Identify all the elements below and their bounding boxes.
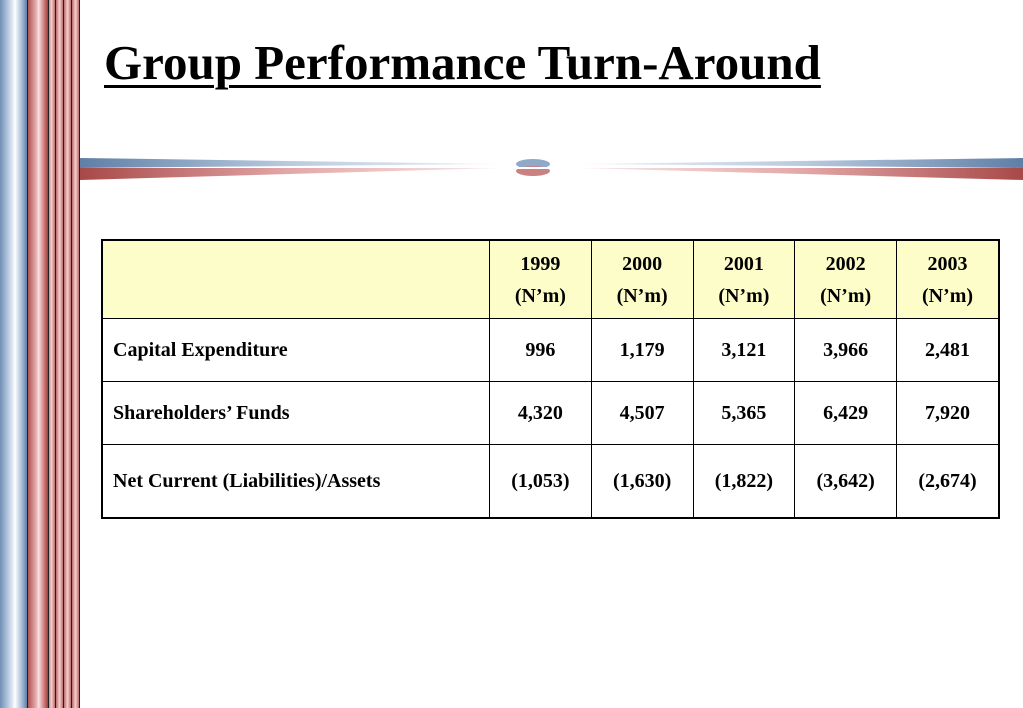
header-year: 2002 (825, 252, 866, 275)
table-cell: 5,365 (692, 381, 796, 445)
header-unit: (N’m) (718, 284, 770, 307)
table-cell: (3,642) (794, 444, 897, 519)
header-unit: (N’m) (616, 284, 668, 307)
header-year: 2001 (723, 252, 764, 275)
stripe-edge (27, 0, 28, 708)
table-cell: (1,053) (489, 444, 592, 519)
header-year: 1999 (520, 252, 561, 275)
thin-stripe (64, 0, 71, 708)
slide-title: Group Performance Turn-Around (104, 35, 821, 90)
thin-stripe (72, 0, 79, 708)
header-unit: (N’m) (514, 284, 566, 307)
table-cell: (2,674) (896, 444, 1000, 519)
red-stripe (27, 0, 48, 708)
header-year-2002: 2002 (N’m) (794, 239, 897, 319)
thin-stripe (48, 0, 55, 708)
left-decorative-stripes (0, 0, 80, 708)
table-row-net-current: Net Current (Liabilities)/Assets (1,053)… (101, 444, 1000, 519)
row-label: Net Current (Liabilities)/Assets (101, 444, 490, 519)
table-header-row: 1999 (N’m) 2000 (N’m) 2001 (N’m) 2002 (N… (101, 239, 1000, 319)
table-row-capital-expenditure: Capital Expenditure 996 1,179 3,121 3,96… (101, 318, 1000, 382)
table-cell: 2,481 (896, 318, 1000, 382)
row-label: Shareholders’ Funds (101, 381, 490, 445)
table-cell: 7,920 (896, 381, 1000, 445)
performance-table: 1999 (N’m) 2000 (N’m) 2001 (N’m) 2002 (N… (101, 239, 1000, 519)
header-blank-cell (101, 239, 490, 319)
table-cell: 6,429 (794, 381, 897, 445)
header-unit: (N’m) (820, 284, 872, 307)
header-unit: (N’m) (921, 284, 974, 307)
table-cell: 996 (489, 318, 592, 382)
table-cell: 1,179 (590, 318, 694, 382)
table-row-shareholders-funds: Shareholders’ Funds 4,320 4,507 5,365 6,… (101, 381, 1000, 445)
stripe-edge (63, 0, 64, 708)
header-year-1999: 1999 (N’m) (489, 239, 592, 319)
header-year-2003: 2003 (N’m) (896, 239, 1000, 319)
stripe-edge (48, 0, 49, 708)
table-cell: (1,630) (590, 444, 694, 519)
stripe-edge (71, 0, 72, 708)
table-cell: 4,320 (489, 381, 592, 445)
header-year: 2003 (927, 252, 968, 275)
stripe-edge (79, 0, 80, 708)
table-cell: (1,822) (692, 444, 796, 519)
decorative-divider (80, 158, 1023, 180)
header-year: 2000 (622, 252, 663, 275)
table-cell: 3,966 (794, 318, 897, 382)
row-label: Capital Expenditure (101, 318, 490, 382)
table-cell: 3,121 (692, 318, 796, 382)
table-cell: 4,507 (590, 381, 694, 445)
thin-stripe (56, 0, 63, 708)
blue-stripe (0, 0, 27, 708)
stripe-edge (55, 0, 56, 708)
header-year-2001: 2001 (N’m) (692, 239, 796, 319)
header-year-2000: 2000 (N’m) (590, 239, 694, 319)
